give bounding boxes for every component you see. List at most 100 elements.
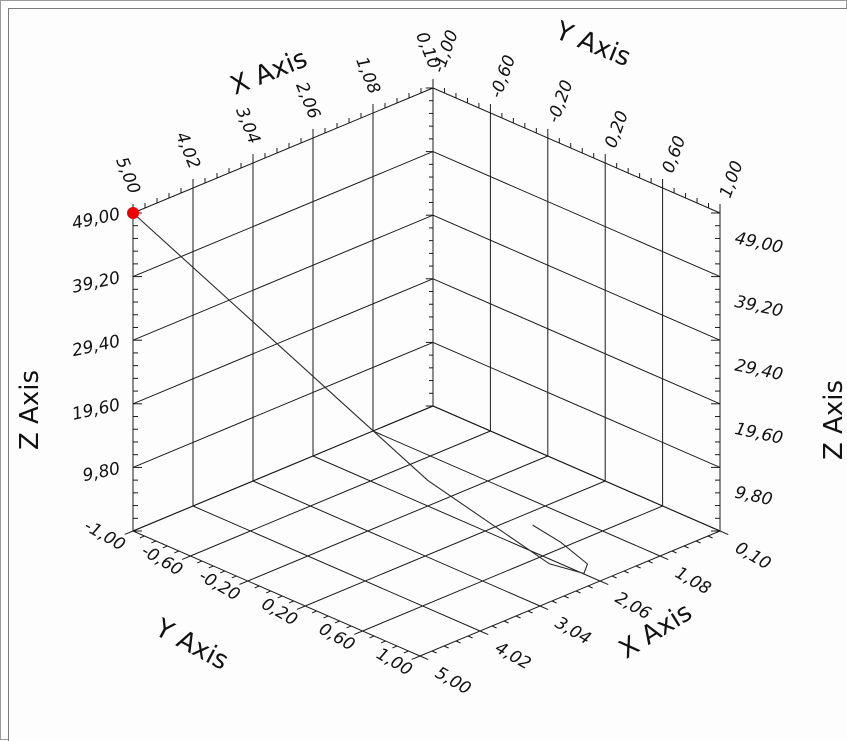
y-tick-label-bottom: -0,20: [195, 566, 243, 605]
wall-xz-grid-horizontal: [132, 214, 434, 341]
y-tick-label-bottom: -1,00: [80, 516, 128, 555]
z-tick-label-right: 9,80: [733, 483, 774, 510]
x-bottom-tick: [491, 625, 497, 629]
y-bottom-tick: [392, 645, 398, 649]
x-bottom-tick: [611, 575, 617, 579]
wall-xz-grid-horizontal: [132, 151, 434, 278]
data-point-marker: [127, 207, 139, 219]
floor-grid-line-y: [247, 455, 548, 582]
x-bottom-tick: [659, 555, 669, 561]
y-bottom-tick: [288, 600, 294, 604]
x-bottom-tick: [683, 545, 689, 549]
x-bottom-tick: [635, 565, 641, 569]
floor-grid-line-x: [372, 430, 661, 557]
wall-xz-grid-horizontal: [132, 341, 434, 468]
y-bottom-tick: [380, 640, 386, 644]
x-bottom-tick: [707, 535, 713, 539]
x-bottom-tick: [647, 560, 653, 564]
floor-grid-line-x: [312, 455, 601, 582]
y-bottom-tick: [403, 650, 409, 654]
z-axis-title-right: Z Axis: [819, 380, 847, 460]
wall-yz-grid-horizontal: [432, 278, 721, 405]
x-bottom-tick: [467, 635, 473, 639]
y-bottom-tick: [354, 630, 363, 635]
z-axis-title-left: Z Axis: [15, 370, 45, 450]
x-bottom-tick: [671, 550, 677, 554]
z-tick-label-left: 49,00: [70, 204, 122, 234]
x-bottom-tick: [515, 615, 521, 619]
grid-lines: [132, 87, 721, 657]
x-tick-label-bottom: 5,00: [432, 663, 475, 699]
x-tick-label-bottom: 0,10: [732, 538, 775, 574]
x-bottom-tick: [443, 645, 449, 649]
x-bottom-tick: [575, 590, 581, 594]
y-bottom-tick: [334, 620, 340, 624]
x-tick-label-top: 2,06: [291, 79, 324, 122]
x-bottom-tick: [539, 605, 549, 611]
y-bottom-tick: [411, 655, 421, 660]
floor-grid-line-x: [132, 530, 421, 657]
x-bottom-tick: [623, 570, 629, 574]
y-bottom-tick: [323, 615, 329, 619]
y-tick-label-top: -0,60: [486, 53, 520, 101]
tick-marks: [124, 79, 729, 661]
x-bottom-tick: [419, 655, 429, 661]
tick-labels: 0,101,082,063,044,025,00-1,00-0,60-0,200…: [70, 28, 784, 700]
y-tick-label-bottom: 0,20: [258, 594, 301, 630]
wall-xz-grid-horizontal: [132, 405, 434, 532]
x-bottom-tick: [563, 595, 569, 599]
x-bottom-tick: [455, 640, 461, 644]
x-tick-label-bottom: 1,08: [672, 563, 715, 599]
y-tick-label-bottom: -0,60: [138, 541, 186, 580]
y-bottom-tick: [369, 635, 375, 639]
x-bottom-tick: [719, 530, 729, 536]
y-bottom-tick: [231, 575, 237, 579]
wall-yz-grid-horizontal: [432, 151, 721, 278]
z-tick-label-right: 29,40: [733, 356, 785, 386]
wall-yz-grid-horizontal: [432, 405, 721, 532]
y-bottom-tick: [311, 610, 317, 614]
series-line-0: [132, 212, 589, 575]
data-series: [127, 207, 589, 575]
y-tick-label-bottom: 0,60: [315, 619, 358, 655]
floor-grid-line-y: [362, 505, 663, 632]
floor-grid-line-x: [192, 505, 481, 632]
y-bottom-tick: [174, 550, 180, 554]
y-tick-label-top: 1,00: [716, 158, 748, 200]
y-bottom-tick: [151, 540, 157, 544]
y-axis-title-bottom: Y Axis: [149, 613, 233, 677]
wall-xz-grid-horizontal: [132, 278, 434, 405]
z-tick-label-right: 19,60: [733, 419, 785, 449]
chart-viewport: [8, 8, 847, 741]
z-tick-label-right: 49,00: [733, 228, 785, 258]
x-tick-label-bottom: 3,04: [552, 613, 595, 649]
z-tick-label-left: 19,60: [70, 395, 122, 425]
wall-xz-grid-horizontal: [132, 87, 434, 214]
y-bottom-tick: [124, 530, 134, 535]
x-bottom-tick: [599, 580, 609, 586]
x-bottom-tick: [503, 620, 509, 624]
z-tick-label-right: 39,20: [733, 292, 785, 322]
y-bottom-tick: [181, 555, 191, 560]
wall-yz-grid-horizontal: [432, 87, 721, 214]
floor-grid-line-y: [419, 530, 721, 657]
x-bottom-tick: [587, 585, 593, 589]
x-bottom-tick: [431, 650, 437, 654]
x-tick-label-top: 4,02: [171, 129, 204, 172]
x-tick-label-top: 3,04: [231, 104, 264, 147]
y-tick-label-bottom: 1,00: [373, 644, 416, 680]
y-tick-label-top: 0,20: [601, 108, 633, 150]
y-bottom-tick: [239, 580, 248, 585]
z-tick-label-left: 9,80: [81, 459, 122, 486]
y-bottom-tick: [162, 545, 168, 549]
y-bottom-tick: [254, 585, 260, 589]
floor-grid-line-y: [190, 430, 491, 557]
x-bottom-tick: [479, 630, 489, 636]
floor-grid-line-y: [305, 480, 606, 607]
floor-grid-line-x: [252, 480, 541, 607]
y-axis-title-top: Y Axis: [550, 16, 635, 73]
y-bottom-tick: [277, 595, 283, 599]
